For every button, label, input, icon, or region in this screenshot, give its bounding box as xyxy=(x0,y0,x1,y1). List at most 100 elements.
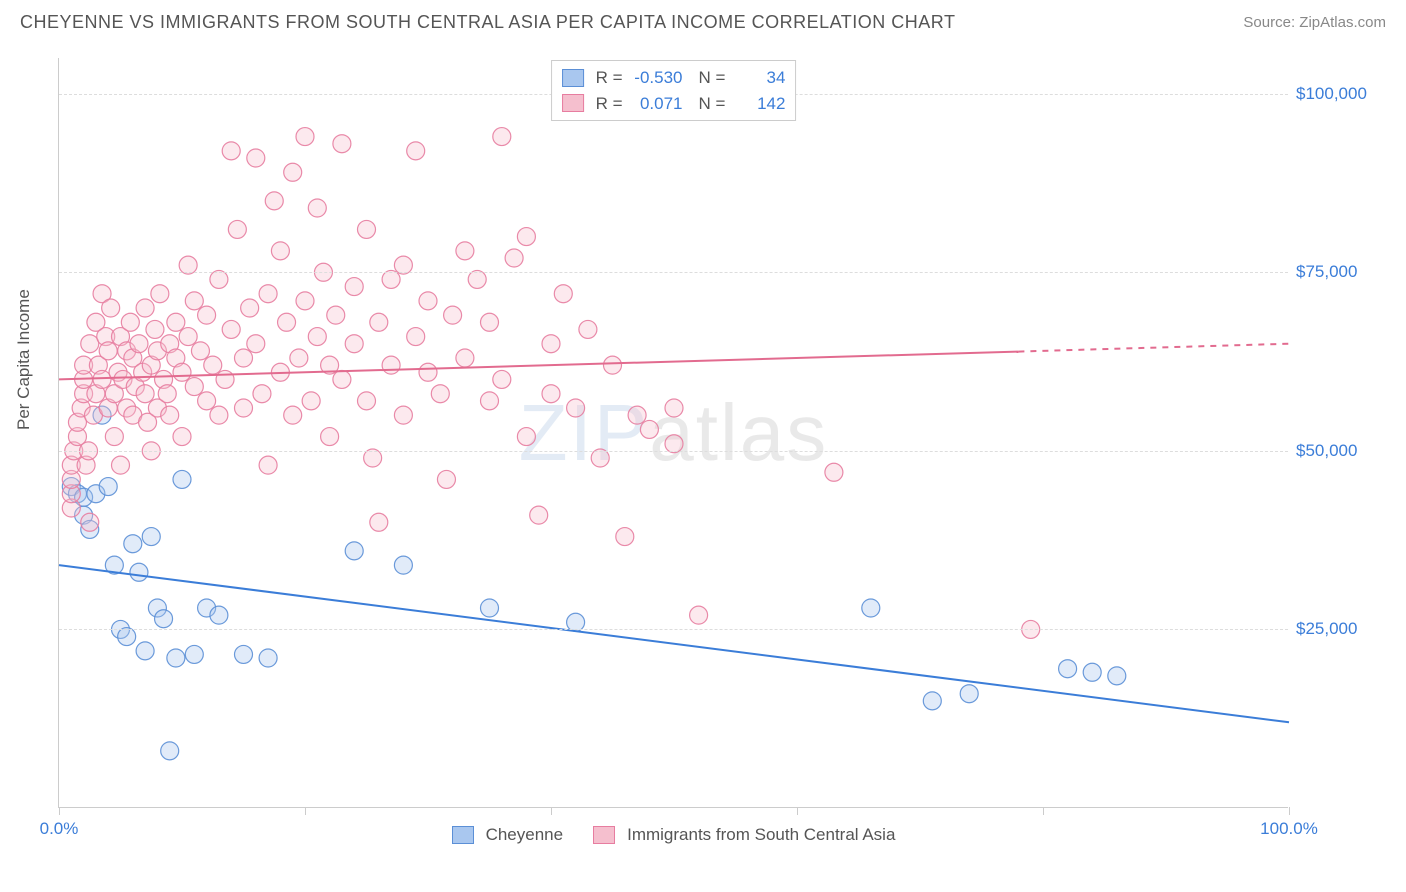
stats-row-cheyenne: R = -0.530 N = 34 xyxy=(562,65,786,91)
legend-item-immigrants: Immigrants from South Central Asia xyxy=(593,825,895,845)
data-point xyxy=(542,385,560,403)
data-point xyxy=(419,363,437,381)
data-point xyxy=(296,292,314,310)
data-point xyxy=(616,528,634,546)
data-point xyxy=(265,192,283,210)
data-point xyxy=(105,428,123,446)
data-point xyxy=(517,228,535,246)
data-point xyxy=(308,328,326,346)
data-point xyxy=(259,285,277,303)
trend-line xyxy=(59,565,1289,722)
data-point xyxy=(155,610,173,628)
data-point xyxy=(210,606,228,624)
data-point xyxy=(407,328,425,346)
data-point xyxy=(628,406,646,424)
data-point xyxy=(130,563,148,581)
chart-header: CHEYENNE VS IMMIGRANTS FROM SOUTH CENTRA… xyxy=(0,0,1406,41)
data-point xyxy=(210,406,228,424)
swatch-cheyenne xyxy=(452,826,474,844)
y-tick-label: $25,000 xyxy=(1296,619,1396,639)
data-point xyxy=(130,335,148,353)
data-point xyxy=(121,313,139,331)
chart-title: CHEYENNE VS IMMIGRANTS FROM SOUTH CENTRA… xyxy=(20,12,955,33)
stats-row-immigrants: R = 0.071 N = 142 xyxy=(562,91,786,117)
data-point xyxy=(158,385,176,403)
data-point xyxy=(93,370,111,388)
data-point xyxy=(456,349,474,367)
data-point xyxy=(198,306,216,324)
swatch-cheyenne xyxy=(562,69,584,87)
data-point xyxy=(481,599,499,617)
data-point xyxy=(640,420,658,438)
data-point xyxy=(185,378,203,396)
data-point xyxy=(222,142,240,160)
data-point xyxy=(142,528,160,546)
data-point xyxy=(284,163,302,181)
data-point xyxy=(185,292,203,310)
y-tick-label: $50,000 xyxy=(1296,441,1396,461)
data-point xyxy=(690,606,708,624)
data-point xyxy=(136,299,154,317)
data-point xyxy=(394,406,412,424)
data-point xyxy=(278,313,296,331)
data-point xyxy=(102,299,120,317)
data-point xyxy=(825,463,843,481)
data-point xyxy=(81,335,99,353)
series-legend: Cheyenne Immigrants from South Central A… xyxy=(59,825,1288,845)
y-tick-label: $75,000 xyxy=(1296,262,1396,282)
data-point xyxy=(327,306,345,324)
data-point xyxy=(1108,667,1126,685)
data-point xyxy=(161,406,179,424)
data-point xyxy=(345,542,363,560)
data-point xyxy=(542,335,560,353)
data-point xyxy=(1059,660,1077,678)
data-point xyxy=(216,370,234,388)
data-point xyxy=(1083,663,1101,681)
data-point xyxy=(124,535,142,553)
plot-area: ZIPatlas R = -0.530 N = 34 R = 0.071 N =… xyxy=(58,58,1288,808)
data-point xyxy=(173,470,191,488)
data-point xyxy=(296,128,314,146)
data-point xyxy=(505,249,523,267)
data-point xyxy=(604,356,622,374)
data-point xyxy=(665,399,683,417)
data-point xyxy=(198,392,216,410)
data-point xyxy=(253,385,271,403)
data-point xyxy=(271,242,289,260)
trend-line-extrapolated xyxy=(1018,344,1289,352)
data-point xyxy=(394,556,412,574)
data-point xyxy=(358,220,376,238)
data-point xyxy=(481,313,499,331)
data-point xyxy=(204,356,222,374)
swatch-immigrants xyxy=(593,826,615,844)
chart-svg xyxy=(59,58,1288,807)
data-point xyxy=(173,428,191,446)
swatch-immigrants xyxy=(562,94,584,112)
data-point xyxy=(554,285,572,303)
data-point xyxy=(81,513,99,531)
data-point xyxy=(862,599,880,617)
data-point xyxy=(567,399,585,417)
data-point xyxy=(358,392,376,410)
data-point xyxy=(146,320,164,338)
x-tick-label-min: 0.0% xyxy=(40,819,79,839)
correlation-stats-box: R = -0.530 N = 34 R = 0.071 N = 142 xyxy=(551,60,797,121)
data-point xyxy=(481,392,499,410)
data-point xyxy=(112,456,130,474)
data-point xyxy=(370,313,388,331)
data-point xyxy=(923,692,941,710)
data-point xyxy=(173,363,191,381)
data-point xyxy=(302,392,320,410)
data-point xyxy=(345,335,363,353)
data-point xyxy=(493,128,511,146)
data-point xyxy=(382,356,400,374)
data-point xyxy=(151,285,169,303)
data-point xyxy=(191,342,209,360)
data-point xyxy=(437,470,455,488)
data-point xyxy=(517,428,535,446)
data-point xyxy=(456,242,474,260)
data-point xyxy=(161,742,179,760)
data-point xyxy=(241,299,259,317)
data-point xyxy=(259,456,277,474)
data-point xyxy=(167,649,185,667)
